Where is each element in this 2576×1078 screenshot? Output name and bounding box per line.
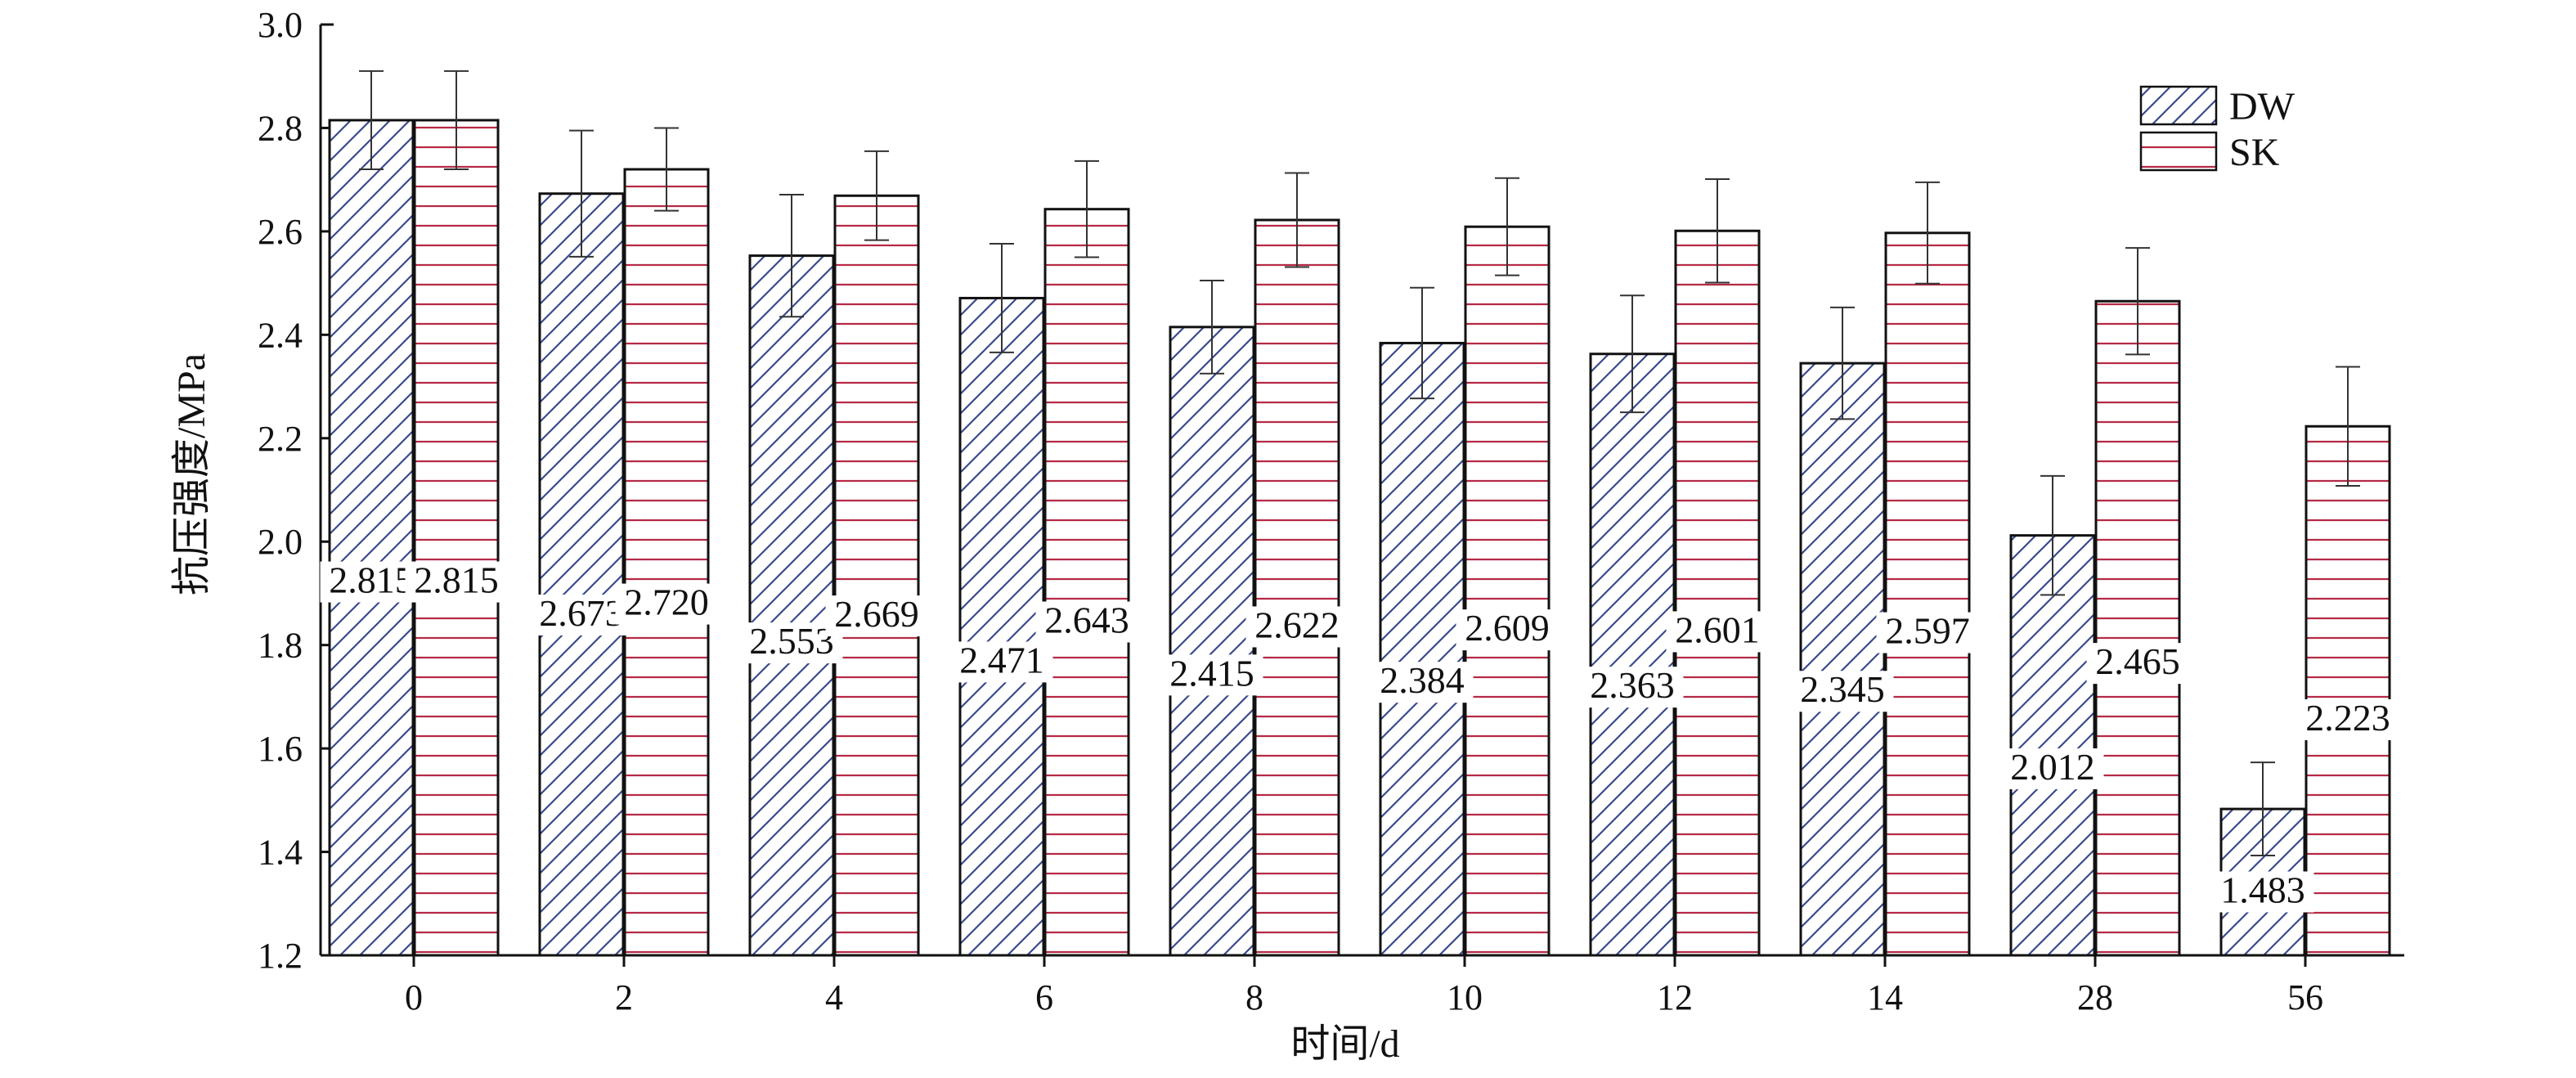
data-label-dw-0: 2.815 — [329, 559, 414, 601]
x-tick-label: 4 — [825, 977, 843, 1017]
legend-label-dw: DW — [2229, 85, 2296, 128]
data-label-dw-8: 2.415 — [1169, 652, 1254, 694]
bar-dw-28 — [2009, 534, 2096, 957]
data-label-bg — [2086, 643, 2189, 685]
data-label-bg — [615, 583, 718, 625]
legend-swatch-sk — [2139, 131, 2218, 172]
data-label-bg — [405, 561, 508, 603]
y-axis-label: 抗压强度/MPa — [170, 353, 213, 595]
data-label-sk-8: 2.622 — [1254, 604, 1340, 645]
x-tick-label: 2 — [615, 977, 633, 1017]
y-tick-label: 3.0 — [258, 5, 303, 45]
data-label-dw-2: 2.673 — [539, 592, 624, 634]
data-label-dw-10: 2.384 — [1380, 659, 1465, 701]
y-tick-label: 2.8 — [258, 108, 303, 148]
legend-swatch-dw — [2139, 85, 2218, 126]
data-labels: 2.815 2.673 2.553 2.471 2.415 2.384 2.363 2.345… — [320, 559, 2399, 913]
data-label-bg — [2211, 871, 2314, 913]
x-axis-ticks: 0 2 4 6 8 10 12 14 28 56 — [405, 955, 2323, 1017]
x-tick-label: 10 — [1447, 977, 1483, 1017]
bar-sk-28 — [2094, 299, 2181, 957]
x-tick-label: 12 — [1657, 977, 1693, 1017]
bar-dw-2 — [538, 192, 625, 957]
data-label-dw-12: 2.363 — [1590, 664, 1675, 706]
data-label-bg — [1456, 609, 1559, 651]
data-label-bg — [1245, 606, 1349, 648]
bar-dw-14 — [1799, 362, 1886, 957]
data-label-bg — [2001, 748, 2104, 789]
bar-sk-56 — [2304, 424, 2391, 957]
bar-sk-2 — [623, 168, 710, 957]
bar-sk-0 — [413, 119, 500, 957]
data-label-sk-28: 2.465 — [2095, 640, 2180, 682]
bars — [328, 119, 2391, 957]
data-label-bg — [1581, 667, 1684, 708]
y-tick-label: 1.6 — [258, 729, 303, 769]
y-tick-label: 1.4 — [258, 833, 303, 873]
data-label-sk-0: 2.815 — [414, 559, 499, 601]
bar-dw-8 — [1169, 326, 1255, 957]
bar-dw-6 — [958, 296, 1045, 957]
data-label-sk-2: 2.720 — [624, 582, 709, 623]
y-tick-label: 2.4 — [258, 315, 303, 355]
data-label-bg — [1876, 612, 1979, 654]
data-label-bg — [1160, 654, 1263, 696]
data-label-sk-12: 2.601 — [1675, 609, 1760, 650]
data-label-bg — [950, 641, 1053, 683]
data-label-dw-6: 2.471 — [959, 639, 1044, 680]
data-label-bg — [1371, 662, 1474, 703]
y-tick-label: 1.8 — [258, 626, 303, 666]
bar-dw-0 — [328, 119, 415, 957]
x-axis-label: 时间/d — [1290, 1022, 1399, 1066]
x-tick-label: 14 — [1867, 977, 1903, 1017]
data-label-sk-4: 2.669 — [834, 593, 919, 635]
bar-dw-12 — [1589, 353, 1676, 957]
x-tick-label: 6 — [1035, 977, 1053, 1017]
y-tick-label: 2.6 — [258, 212, 303, 252]
data-label-sk-10: 2.609 — [1465, 607, 1550, 649]
legend-label-sk: SK — [2229, 131, 2280, 174]
bar-sk-12 — [1674, 229, 1761, 957]
y-axis-ticks: 1.2 1.4 1.6 1.8 2.0 2.2 2.4 2.6 2.8 3.0 — [258, 5, 334, 976]
data-label-bg — [1666, 611, 1769, 653]
bar-sk-6 — [1043, 208, 1130, 957]
data-label-sk-6: 2.643 — [1044, 599, 1129, 640]
x-tick-label: 56 — [2287, 977, 2323, 1017]
x-tick-label: 8 — [1245, 977, 1263, 1017]
data-label-bg — [825, 595, 928, 637]
data-label-bg — [2296, 698, 2399, 740]
data-label-bg — [1791, 671, 1894, 712]
error-bars — [359, 70, 2360, 856]
x-tick-label: 0 — [405, 977, 423, 1017]
y-tick-label: 2.0 — [258, 522, 303, 562]
data-label-sk-56: 2.223 — [2305, 697, 2390, 739]
bar-sk-8 — [1254, 218, 1340, 957]
data-label-bg — [1035, 601, 1138, 643]
data-label-dw-14: 2.345 — [1800, 668, 1885, 710]
bar-sk-4 — [833, 194, 920, 957]
x-tick-label: 28 — [2077, 977, 2113, 1017]
y-tick-label: 1.2 — [258, 936, 303, 976]
y-tick-label: 2.2 — [258, 419, 303, 459]
bar-sk-14 — [1884, 231, 1971, 957]
data-label-sk-14: 2.597 — [1885, 610, 1970, 652]
data-label-dw-4: 2.553 — [749, 620, 834, 662]
data-label-dw-56: 1.483 — [2220, 869, 2305, 910]
bar-sk-10 — [1464, 225, 1551, 957]
bar-dw-10 — [1379, 341, 1465, 957]
data-label-dw-28: 2.012 — [2010, 746, 2095, 788]
bar-dw-4 — [748, 254, 835, 957]
